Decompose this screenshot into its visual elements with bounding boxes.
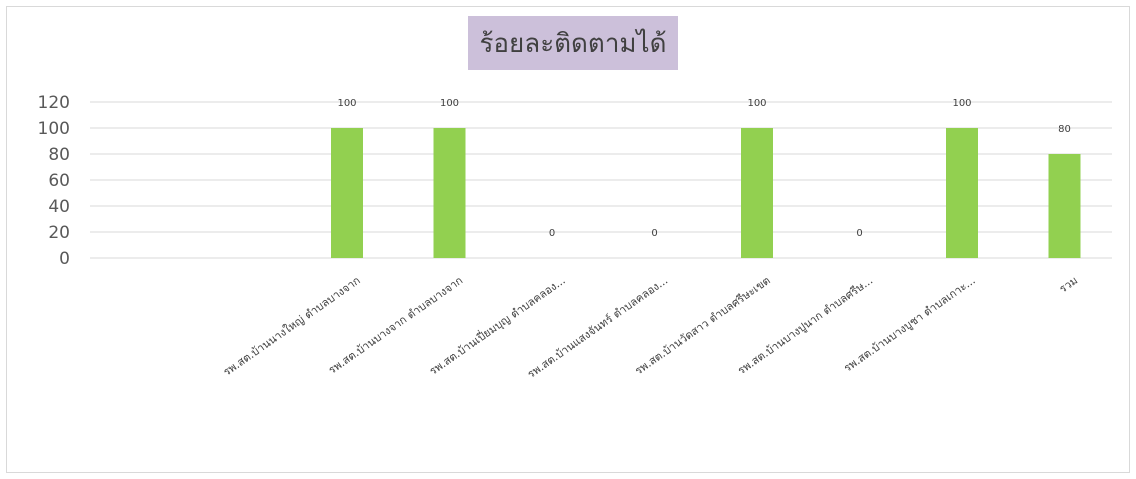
category-labels: รพ.สต.บ้านนางใหญ่ ตำบลบางจากรพ.สต.บ้านบา…: [221, 272, 1080, 381]
y-tick-label: 120: [38, 93, 70, 113]
y-tick-label: 60: [48, 171, 70, 191]
y-tick-label: 0: [59, 249, 70, 269]
bars: [331, 128, 1081, 258]
category-label: รวม: [1057, 274, 1080, 296]
data-label: 100: [747, 98, 766, 109]
data-label: 0: [549, 228, 555, 239]
data-label: 100: [952, 98, 971, 109]
chart-title-box: ร้อยละติดตามได้: [468, 16, 678, 70]
y-tick-label: 20: [48, 223, 70, 243]
bar: [946, 128, 978, 258]
y-tick-label: 100: [38, 119, 70, 139]
y-axis-ticks: 0 20 40 60 80 100 120: [38, 93, 70, 269]
gridlines: [90, 101, 1112, 259]
bar: [1048, 154, 1081, 258]
bar: [741, 128, 773, 258]
chart-title: ร้อยละติดตามได้: [479, 28, 667, 59]
data-label: 0: [856, 228, 862, 239]
y-tick-label: 40: [48, 197, 70, 217]
bar: [331, 128, 363, 258]
data-label: 100: [337, 98, 356, 109]
chart-frame: [6, 6, 1130, 473]
data-label: 0: [651, 228, 657, 239]
bar: [433, 128, 466, 258]
y-tick-label: 80: [48, 145, 70, 165]
data-label: 80: [1058, 124, 1071, 135]
data-labels: 100 100 0 0 100 0 100 80: [337, 98, 1070, 239]
data-label: 100: [440, 98, 459, 109]
